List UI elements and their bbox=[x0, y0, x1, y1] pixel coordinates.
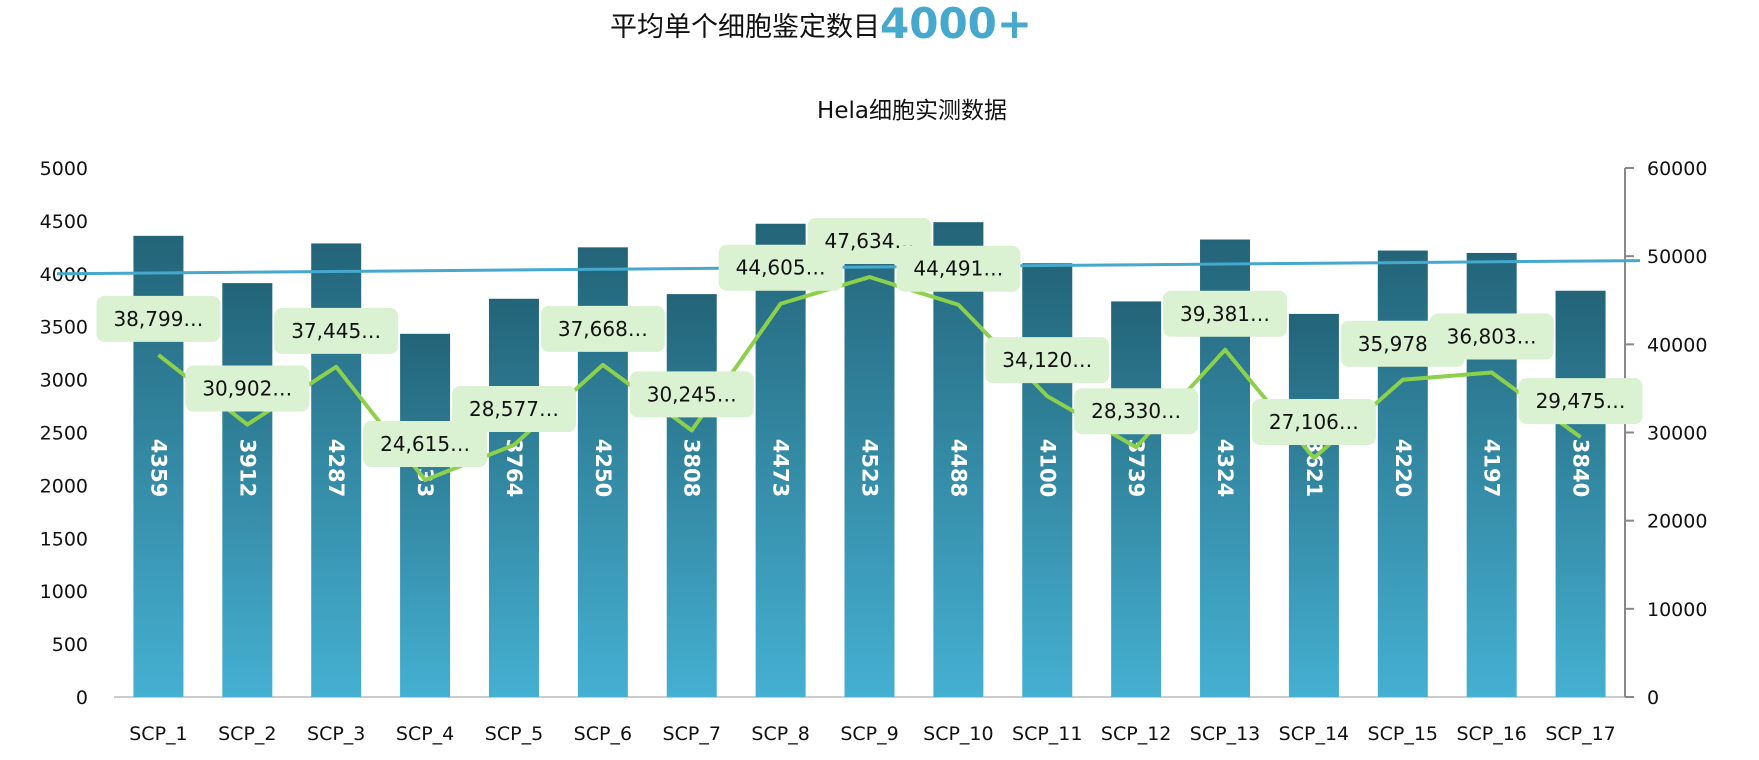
bar-data-label: 4220 bbox=[1391, 439, 1415, 497]
bar-data-label: 4197 bbox=[1480, 439, 1504, 497]
bar bbox=[400, 333, 451, 697]
line-data-label: 29,475… bbox=[1536, 389, 1626, 413]
bar bbox=[1288, 313, 1339, 697]
bar bbox=[488, 298, 539, 697]
bar bbox=[1555, 290, 1606, 697]
y-right-tick-label: 50000 bbox=[1647, 246, 1707, 268]
x-tick-label: SCP_15 bbox=[1368, 723, 1438, 745]
x-tick-label: SCP_13 bbox=[1190, 723, 1260, 745]
line-data-label-box bbox=[1074, 388, 1199, 435]
x-tick-label: SCP_4 bbox=[396, 723, 454, 745]
line-data-label-box bbox=[629, 371, 754, 418]
bar-data-label: 3808 bbox=[680, 439, 704, 497]
trend-line bbox=[56, 259, 1641, 276]
x-tick-label: SCP_17 bbox=[1545, 723, 1615, 745]
bar-data-label: 4100 bbox=[1035, 439, 1059, 497]
line-data-label-box bbox=[1518, 378, 1643, 425]
x-tick-label: SCP_3 bbox=[307, 723, 365, 745]
bar bbox=[844, 218, 895, 697]
line-data-label: 37,668… bbox=[558, 317, 648, 341]
bar-data-label: 3840 bbox=[1569, 439, 1593, 497]
bar-data-label: 4488 bbox=[946, 439, 970, 497]
bar-data-label: 3912 bbox=[235, 439, 259, 497]
line-data-label-box bbox=[1163, 290, 1288, 337]
line-data-label-box bbox=[1429, 313, 1554, 360]
line-data-label: 34,120… bbox=[1002, 348, 1092, 372]
chart-title: Hela细胞实测数据 bbox=[817, 98, 1007, 124]
line-data-label-box bbox=[985, 337, 1110, 384]
line-data-label: 24,615… bbox=[380, 432, 470, 456]
y-right-tick-label: 40000 bbox=[1647, 334, 1707, 356]
line-data-label: 30,902… bbox=[202, 377, 292, 401]
y-right-tick-label: 0 bbox=[1647, 687, 1659, 709]
y-left-tick-label: 500 bbox=[52, 634, 88, 656]
line-data-label-box bbox=[896, 245, 1021, 292]
line-data-label: 36,803… bbox=[1447, 325, 1537, 349]
x-tick-label: SCP_14 bbox=[1279, 723, 1349, 745]
bar bbox=[666, 294, 717, 697]
bar bbox=[1022, 263, 1073, 697]
y-left-tick-label: 3000 bbox=[40, 370, 88, 392]
x-tick-label: SCP_16 bbox=[1456, 723, 1526, 745]
bar bbox=[222, 283, 273, 697]
x-tick-label: SCP_11 bbox=[1012, 723, 1082, 745]
line-data-label-box bbox=[185, 365, 310, 412]
x-tick-label: SCP_1 bbox=[129, 723, 187, 745]
y-right-tick-label: 30000 bbox=[1647, 423, 1707, 445]
y-left-tick-label: 0 bbox=[76, 687, 88, 709]
line-data-label-box bbox=[363, 420, 488, 467]
x-tick-label: SCP_10 bbox=[923, 723, 993, 745]
bar-data-label: 4473 bbox=[769, 439, 793, 497]
bar bbox=[1111, 301, 1162, 697]
line-data-label: 27,106… bbox=[1269, 410, 1359, 434]
x-tick-label: SCP_12 bbox=[1101, 723, 1171, 745]
line-data-label: 39,381… bbox=[1180, 302, 1270, 326]
x-tick-label: SCP_9 bbox=[840, 723, 898, 745]
y-right-tick-label: 10000 bbox=[1647, 599, 1707, 621]
bar-data-label: 4287 bbox=[324, 439, 348, 497]
line-data-label: 28,577… bbox=[469, 397, 559, 421]
line-data-label: 44,491… bbox=[913, 257, 1003, 281]
y-left-tick-label: 2000 bbox=[40, 475, 88, 497]
x-tick-label: SCP_8 bbox=[751, 723, 809, 745]
x-tick-label: SCP_6 bbox=[574, 723, 632, 745]
line-data-label-box bbox=[96, 295, 221, 342]
y-left-tick-label: 5000 bbox=[40, 158, 88, 180]
y-left-tick-label: 4500 bbox=[40, 211, 88, 233]
y-left-tick-label: 1000 bbox=[40, 581, 88, 603]
x-tick-label: SCP_2 bbox=[218, 723, 276, 745]
y-left-tick-label: 2500 bbox=[40, 423, 88, 445]
line-data-label: 30,245… bbox=[647, 382, 737, 406]
y-right-tick-label: 60000 bbox=[1647, 158, 1707, 180]
line-data-label: 38,799… bbox=[113, 307, 203, 331]
line-data-label-box bbox=[1251, 399, 1376, 446]
page-title-highlight: 4000+ bbox=[880, 0, 1032, 48]
page-title: 平均单个细胞鉴定数目 bbox=[610, 12, 880, 43]
x-tick-label: SCP_5 bbox=[485, 723, 543, 745]
y-left-tick-label: 3500 bbox=[40, 317, 88, 339]
line-data-label: 28,330… bbox=[1091, 399, 1181, 423]
bar-data-label: 4324 bbox=[1213, 439, 1237, 497]
bar-data-label: 4250 bbox=[591, 439, 615, 497]
bar-data-label: 4359 bbox=[146, 439, 170, 497]
line-data-label: 37,445… bbox=[291, 319, 381, 343]
line-data-label-box bbox=[451, 386, 576, 433]
line-data-label-box bbox=[540, 305, 665, 352]
y-left-tick-label: 1500 bbox=[40, 528, 88, 550]
x-tick-label: SCP_7 bbox=[663, 723, 721, 745]
bar-data-label: 4523 bbox=[858, 439, 882, 497]
line-data-label-box bbox=[274, 307, 399, 354]
y-right-tick-label: 20000 bbox=[1647, 511, 1707, 533]
